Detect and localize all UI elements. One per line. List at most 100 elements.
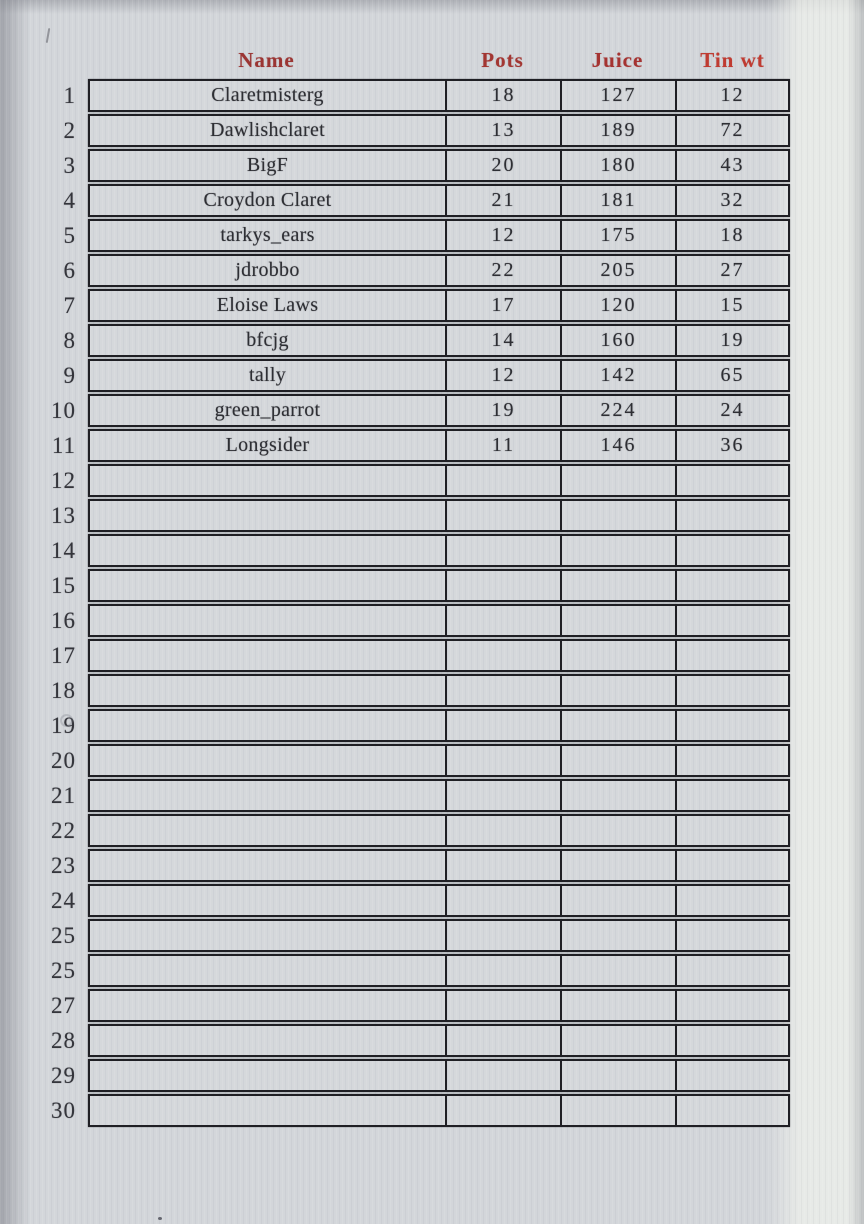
table-row: 17 (28, 639, 800, 672)
cell-pots: 22 (445, 256, 560, 285)
row-number: 21 (51, 783, 76, 808)
row-number: 11 (51, 433, 76, 458)
row-box (88, 674, 790, 707)
cell-juice: 205 (560, 256, 675, 285)
cell-pots: 20 (445, 151, 560, 180)
table-row: 14 (28, 534, 800, 567)
cell-name: Croydon Claret (203, 189, 332, 211)
cell-juice (560, 676, 675, 705)
cell-juice: 142 (560, 361, 675, 390)
row-number: 17 (51, 643, 76, 668)
cell-tin-wt (675, 571, 788, 600)
column-header-tin-wt: Tin wt (700, 48, 765, 72)
column-header-name: Name (238, 48, 295, 72)
rows-container: 1 Claretmisterg 18 127 12 2 Dawlishclare… (28, 79, 800, 1129)
row-box (88, 1094, 790, 1127)
table-row: 22 (28, 814, 800, 847)
row-number: 4 (63, 188, 76, 213)
cell-tin-wt (675, 676, 788, 705)
cell-juice (560, 606, 675, 635)
row-number: 23 (51, 853, 76, 878)
cell-juice (560, 571, 675, 600)
table-row: 27 (28, 989, 800, 1022)
row-number: 20 (51, 748, 76, 773)
row-box: Claretmisterg 18 127 12 (88, 79, 790, 112)
row-number: 25 (51, 958, 76, 983)
cell-juice (560, 746, 675, 775)
cell-tin-wt (675, 921, 788, 950)
table-row: 1 Claretmisterg 18 127 12 (28, 79, 800, 112)
cell-name (90, 921, 445, 950)
cell-name (90, 501, 445, 530)
row-box (88, 499, 790, 532)
cell-pots: 14 (445, 326, 560, 355)
row-box (88, 779, 790, 812)
cell-name: jdrobbo (235, 259, 300, 281)
cell-pots: 19 (445, 396, 560, 425)
row-number: 12 (51, 468, 76, 493)
column-header-juice: Juice (591, 48, 644, 72)
cell-juice (560, 1096, 675, 1125)
cell-name (90, 991, 445, 1020)
cell-juice (560, 711, 675, 740)
row-number: 14 (51, 538, 76, 563)
cell-pots: 17 (445, 291, 560, 320)
column-header-pots: Pots (481, 48, 524, 72)
cell-pots: 12 (445, 221, 560, 250)
cell-juice: 175 (560, 221, 675, 250)
cell-juice (560, 501, 675, 530)
cell-name (90, 956, 445, 985)
cell-tin-wt (675, 641, 788, 670)
cell-juice (560, 921, 675, 950)
cell-tin-wt: 32 (675, 186, 788, 215)
cell-name: green_parrot (214, 399, 321, 421)
cell-juice: 224 (560, 396, 675, 425)
cell-juice (560, 781, 675, 810)
row-number: 29 (51, 1063, 76, 1088)
row-box (88, 534, 790, 567)
table-row: 7 Eloise Laws 17 120 15 (28, 289, 800, 322)
cell-juice (560, 466, 675, 495)
smudge-ring (60, 714, 73, 727)
table-row: 8 bfcjg 14 160 19 (28, 324, 800, 357)
row-box: jdrobbo 22 205 27 (88, 254, 790, 287)
table-row: 2 Dawlishclaret 13 189 72 (28, 114, 800, 147)
cell-juice (560, 851, 675, 880)
cell-pots: 21 (445, 186, 560, 215)
cell-juice: 180 (560, 151, 675, 180)
cell-name (90, 886, 445, 915)
row-number: 1 (63, 83, 76, 108)
table-row: 13 (28, 499, 800, 532)
row-number: 3 (63, 153, 76, 178)
row-box (88, 919, 790, 952)
cell-tin-wt (675, 501, 788, 530)
cell-pots (445, 781, 560, 810)
cell-juice (560, 816, 675, 845)
cell-pots (445, 956, 560, 985)
table-row: 15 (28, 569, 800, 602)
cell-tin-wt: 24 (675, 396, 788, 425)
cell-tin-wt (675, 1096, 788, 1125)
cell-tin-wt: 36 (675, 431, 788, 460)
table-row: 16 (28, 604, 800, 637)
cell-juice (560, 641, 675, 670)
cell-name: Claretmisterg (211, 84, 324, 106)
cell-pots (445, 1096, 560, 1125)
table-row: 18 (28, 674, 800, 707)
table-row: 25 (28, 954, 800, 987)
cell-name (90, 781, 445, 810)
cell-name (90, 711, 445, 740)
cell-name (90, 676, 445, 705)
table-row: 21 (28, 779, 800, 812)
cell-tin-wt: 72 (675, 116, 788, 145)
cell-name (90, 536, 445, 565)
cell-name (90, 746, 445, 775)
row-box (88, 954, 790, 987)
row-box (88, 1059, 790, 1092)
cell-juice: 189 (560, 116, 675, 145)
cell-name: Eloise Laws (216, 294, 319, 316)
row-box: tarkys_ears 12 175 18 (88, 219, 790, 252)
cell-name (90, 641, 445, 670)
cell-juice: 146 (560, 431, 675, 460)
row-box (88, 744, 790, 777)
